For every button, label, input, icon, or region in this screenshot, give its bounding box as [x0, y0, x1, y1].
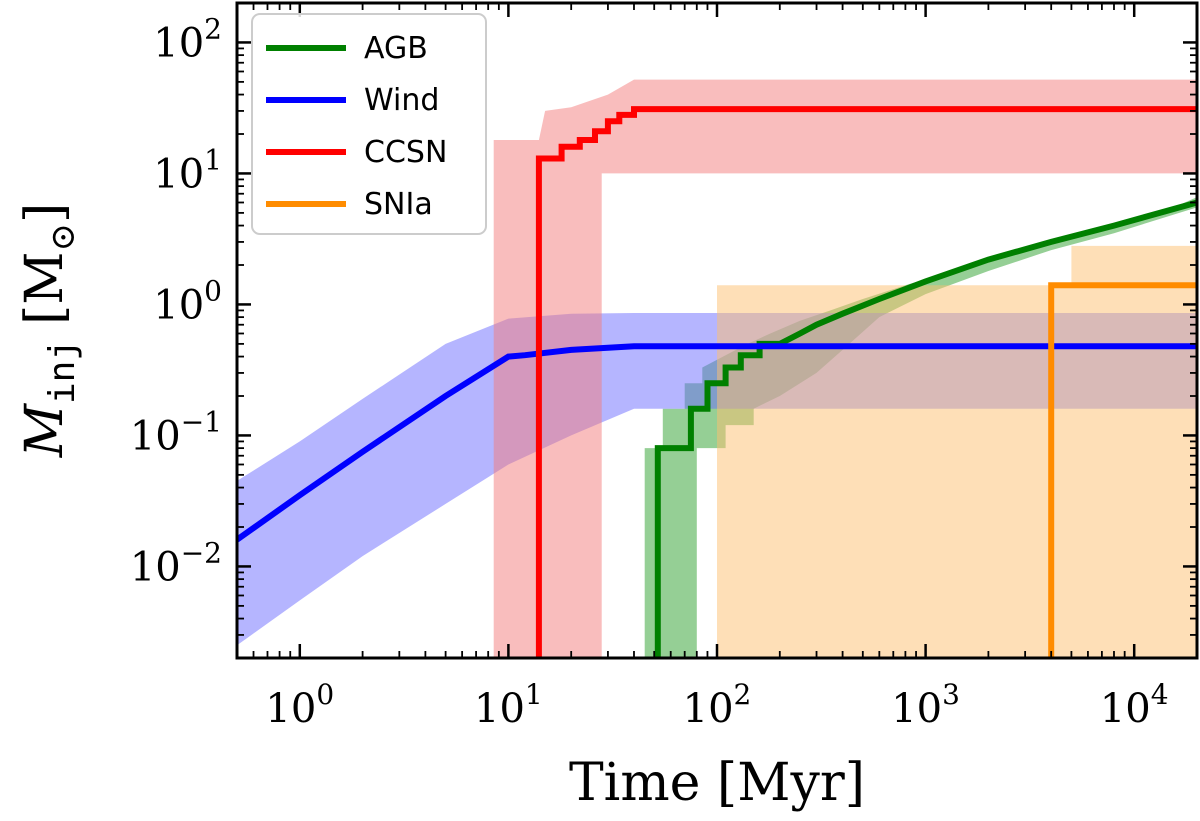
- x-tick-label: 104: [1100, 678, 1169, 732]
- x-tick-label: 101: [474, 678, 543, 732]
- x-tick-label: 103: [891, 678, 960, 732]
- legend-label-agb: AGB: [364, 31, 428, 66]
- x-tick-label: 102: [683, 678, 752, 732]
- line-wind: [237, 343, 1197, 543]
- y-tick-label: 102: [153, 12, 222, 66]
- svg-text:Minj[M⊙]: Minj [M⊙]: [15, 203, 83, 459]
- y-tick-label: 10−2: [130, 536, 222, 590]
- sun-symbol: ⊙: [43, 223, 83, 252]
- series-lines: [237, 106, 1197, 658]
- y-axis-title-symbol: M: [15, 402, 75, 458]
- legend: AGB Wind CCSN SNIa: [251, 13, 487, 235]
- y-axis-title: Minj [M⊙]: [15, 203, 83, 459]
- y-axis-title-unit: [M: [15, 251, 75, 325]
- y-axis-title-unit-close: ]: [15, 203, 75, 223]
- line-snia: [1048, 282, 1197, 658]
- x-tick-labels: 100 101 102 103 104: [265, 678, 1168, 732]
- y-tick-label: 10−1: [130, 405, 222, 459]
- legend-box: [251, 13, 487, 235]
- band-ccsn: [493, 79, 1197, 658]
- line-ccsn: [535, 106, 1197, 658]
- band-snia: [717, 245, 1197, 658]
- plot-frame: [235, 1, 1199, 660]
- line-agb: [654, 199, 1197, 658]
- x-axis-title: Time [Myr]: [569, 753, 865, 813]
- y-tick-label: 100: [153, 274, 222, 328]
- legend-label-snia: SNIa: [364, 187, 433, 222]
- legend-label-wind: Wind: [364, 83, 439, 118]
- legend-label-ccsn: CCSN: [364, 135, 447, 170]
- y-tick-labels: 10−2 10−1 100 101 102: [130, 12, 222, 590]
- x-tick-label: 100: [265, 678, 334, 732]
- y-tick-label: 101: [153, 143, 222, 197]
- y-axis-title-subscript: inj: [42, 339, 83, 404]
